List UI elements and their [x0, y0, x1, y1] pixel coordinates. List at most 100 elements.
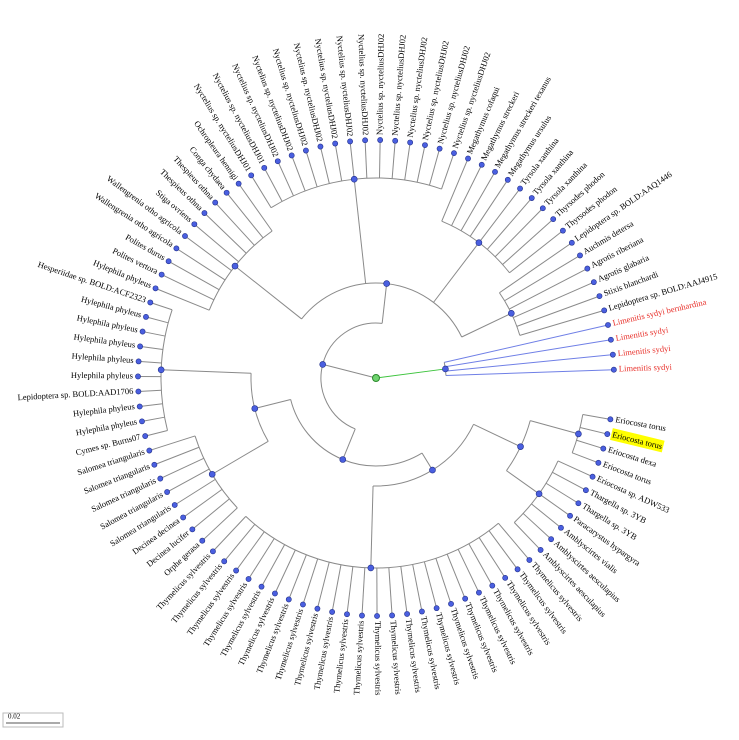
- branch: [412, 564, 423, 612]
- nodes: [135, 137, 617, 619]
- scale-label: 0.02: [8, 713, 21, 721]
- leaf-label-group: Eriocosta torus: [615, 414, 667, 433]
- branch: [261, 544, 286, 587]
- leaf-node: [210, 548, 216, 555]
- branch: [504, 254, 581, 302]
- leaf-node: [601, 307, 608, 314]
- branch: [154, 446, 200, 466]
- leaf-node: [245, 576, 252, 582]
- branch: [248, 538, 275, 580]
- branch: [445, 369, 614, 377]
- leaf-label-group: Nyctelius sp. nycteliusDHJ02: [356, 34, 371, 136]
- leaf-node: [517, 185, 523, 192]
- branch: [530, 420, 579, 435]
- branch: [166, 468, 210, 493]
- leaf-node: [146, 447, 153, 454]
- branch: [139, 403, 163, 407]
- leaf-node: [476, 589, 482, 596]
- branch-arc: [301, 282, 463, 338]
- leaf-node: [433, 605, 440, 612]
- leaf-node: [575, 500, 582, 507]
- branch: [445, 354, 613, 372]
- branch: [488, 530, 518, 570]
- branch: [478, 188, 521, 243]
- leaf-node: [489, 582, 496, 589]
- leaf-node: [608, 336, 614, 343]
- leaf-node: [300, 601, 306, 608]
- leaf-node: [436, 145, 443, 152]
- branch: [441, 158, 469, 222]
- branch: [509, 230, 564, 274]
- branch: [234, 265, 302, 320]
- leaf-label: Thymelicus sylvestris: [373, 621, 383, 695]
- branch: [316, 562, 330, 609]
- branch: [211, 440, 269, 475]
- branch: [486, 197, 533, 250]
- branch: [531, 503, 562, 529]
- leaf-label: Hylephila phyleus: [71, 370, 133, 380]
- branch: [468, 543, 493, 586]
- leaf-node: [478, 161, 485, 168]
- branch: [155, 287, 210, 311]
- leaf-node: [165, 258, 172, 265]
- branch: [451, 164, 483, 226]
- branch: [238, 183, 273, 232]
- leaf-node: [465, 155, 471, 162]
- branch: [192, 498, 230, 530]
- leaf-label: Thymelicus sylvestris: [388, 620, 403, 695]
- branch: [378, 140, 381, 179]
- leaf-node: [288, 152, 295, 159]
- leaf-node: [584, 265, 591, 272]
- branch: [513, 522, 541, 551]
- branch: [161, 274, 215, 301]
- leaf-label: Nyctelius sp. nycteliusDHJ02: [374, 34, 386, 135]
- leaf-node: [221, 558, 228, 565]
- branch: [499, 242, 573, 294]
- leaf-node: [550, 216, 557, 223]
- branch: [346, 566, 354, 615]
- branch: [381, 283, 388, 324]
- branch: [538, 493, 571, 517]
- leaf-node: [392, 137, 399, 144]
- leaf-node: [422, 142, 428, 148]
- leaf-node: [258, 583, 265, 590]
- branch: [502, 218, 554, 265]
- leaf-node: [152, 285, 159, 292]
- leaf-node: [528, 195, 535, 201]
- leaf-label: Hylephila phyleus: [72, 401, 135, 418]
- branch: [416, 144, 426, 183]
- leaf-node: [609, 351, 616, 358]
- leaf-node: [589, 473, 596, 480]
- branch: [353, 179, 367, 284]
- leaf-label: Lepidoptera sp. BOLD:AAD1706: [17, 386, 133, 403]
- leaf-node: [462, 595, 469, 602]
- leaf-node: [233, 567, 240, 574]
- branch: [214, 202, 255, 246]
- leaf-node: [607, 416, 614, 423]
- leaf-node: [419, 608, 425, 615]
- leaf-node: [374, 613, 380, 619]
- branch: [473, 423, 521, 448]
- branch: [460, 171, 496, 232]
- leaf-node: [362, 137, 368, 144]
- leaf-node: [303, 147, 309, 154]
- leaf-node: [389, 612, 395, 619]
- leaf-node: [142, 433, 149, 439]
- leaf-node: [201, 210, 208, 216]
- leaf-label-group: Lepidoptera sp. BOLD:AAD1706: [17, 386, 133, 403]
- leaf-node: [577, 252, 583, 259]
- branch: [305, 150, 318, 188]
- node: [475, 239, 483, 246]
- branch: [274, 549, 296, 594]
- leaf-node: [189, 526, 196, 533]
- node: [319, 361, 327, 368]
- leaf-node: [590, 279, 597, 286]
- branch: [161, 369, 252, 374]
- node: [535, 490, 543, 498]
- leaf-label: Hylephila phyleus: [73, 332, 136, 350]
- branch: [142, 331, 166, 337]
- leaf-label-group: Limenitis sydyi: [619, 362, 673, 374]
- leaf-node: [272, 590, 278, 597]
- branch: [375, 368, 446, 379]
- branch: [552, 471, 587, 491]
